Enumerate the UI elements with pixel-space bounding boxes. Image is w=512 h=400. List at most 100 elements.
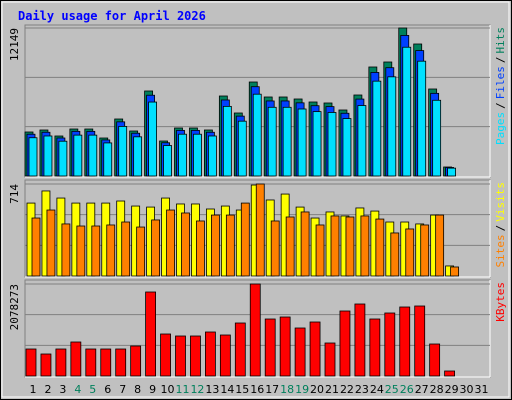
- bar: [70, 341, 82, 377]
- x-tick-label: 17: [265, 383, 279, 396]
- x-tick-label: 29: [445, 383, 459, 396]
- y-tick-label: 12149: [8, 28, 21, 61]
- bar: [88, 134, 98, 177]
- bar: [76, 225, 86, 277]
- bar: [151, 219, 161, 277]
- x-tick-label: 1: [30, 383, 37, 396]
- bar: [240, 202, 250, 277]
- bar: [432, 99, 442, 177]
- x-tick-label: 23: [355, 383, 369, 396]
- bar: [327, 112, 337, 177]
- bar: [61, 223, 71, 277]
- x-tick-label: 15: [235, 383, 249, 396]
- legend-separator: /: [494, 225, 507, 232]
- bar: [166, 209, 175, 277]
- bar: [178, 133, 187, 177]
- bar: [255, 183, 265, 277]
- bar: [429, 343, 441, 377]
- bar: [85, 348, 97, 377]
- x-tick-label: 13: [205, 383, 219, 396]
- bar: [130, 345, 142, 377]
- bar: [264, 318, 276, 377]
- bar: [309, 321, 321, 377]
- x-tick-label: 31: [475, 383, 489, 396]
- bar: [417, 60, 427, 177]
- legend: Pages / Files / Hits: [494, 27, 507, 145]
- x-tick-label: 8: [134, 383, 141, 396]
- x-tick-label: 4: [74, 383, 81, 396]
- legend-entry: Files: [494, 66, 507, 99]
- bar: [294, 327, 306, 377]
- bar: [354, 303, 366, 377]
- bar: [31, 217, 41, 277]
- bar: [450, 266, 460, 277]
- x-tick-label: 18: [280, 383, 294, 396]
- bar: [384, 312, 396, 377]
- bar: [312, 111, 322, 177]
- chart-title: Daily usage for April 2026: [18, 9, 206, 23]
- bar: [330, 215, 340, 277]
- x-tick-label: 16: [250, 383, 264, 396]
- bar: [103, 142, 113, 177]
- legend-entry: KBytes: [494, 282, 507, 322]
- legend-entry: Hits: [494, 27, 507, 54]
- bar: [225, 214, 235, 277]
- x-tick-label: 14: [220, 383, 234, 396]
- bar: [369, 318, 381, 377]
- legend: KBytes: [494, 282, 507, 322]
- bar: [357, 105, 367, 177]
- bar: [387, 76, 397, 177]
- bar: [237, 120, 247, 177]
- bar: [115, 348, 127, 377]
- bar: [207, 135, 217, 177]
- bar: [58, 140, 68, 177]
- legend: Sites / Visits: [494, 182, 507, 268]
- bar: [324, 342, 336, 377]
- bar: [345, 216, 355, 277]
- x-tick-label: 3: [59, 383, 66, 396]
- bar: [190, 335, 201, 377]
- x-tick-label: 5: [89, 383, 96, 396]
- bar: [204, 331, 216, 377]
- bar: [133, 136, 143, 177]
- bar: [267, 106, 277, 177]
- bar: [405, 228, 415, 277]
- x-tick-label: 22: [340, 383, 354, 396]
- bar: [43, 135, 53, 177]
- bar: [447, 167, 457, 177]
- bar: [118, 126, 128, 177]
- bar: [339, 310, 351, 377]
- bar: [181, 212, 190, 277]
- x-tick-label: 9: [149, 383, 156, 396]
- bar: [360, 215, 370, 277]
- x-tick-label: 19: [295, 383, 309, 396]
- bar: [285, 216, 295, 277]
- bar: [414, 305, 426, 377]
- bar: [249, 283, 261, 377]
- bar: [300, 211, 310, 277]
- legend-entry: Sites: [494, 234, 507, 267]
- bar: [390, 232, 400, 277]
- bar: [210, 214, 220, 277]
- x-tick-label: 2: [44, 383, 51, 396]
- bar: [46, 209, 56, 277]
- x-tick-label: 27: [415, 383, 429, 396]
- legend-separator: /: [494, 102, 507, 109]
- x-tick-label: 28: [430, 383, 444, 396]
- y-tick-label: 2078273: [8, 284, 21, 330]
- bar: [40, 353, 52, 377]
- legend-separator: /: [494, 57, 507, 64]
- x-tick-label: 24: [370, 383, 384, 396]
- bar: [28, 137, 38, 177]
- bar: [372, 80, 382, 177]
- x-tick-label: 12: [190, 383, 204, 396]
- legend-entry: Pages: [494, 112, 507, 145]
- bar: [435, 214, 445, 277]
- x-tick-label: 20: [310, 383, 324, 396]
- bar: [73, 134, 83, 177]
- bar: [234, 322, 246, 377]
- x-tick-label: 30: [460, 383, 474, 396]
- bar: [145, 291, 157, 377]
